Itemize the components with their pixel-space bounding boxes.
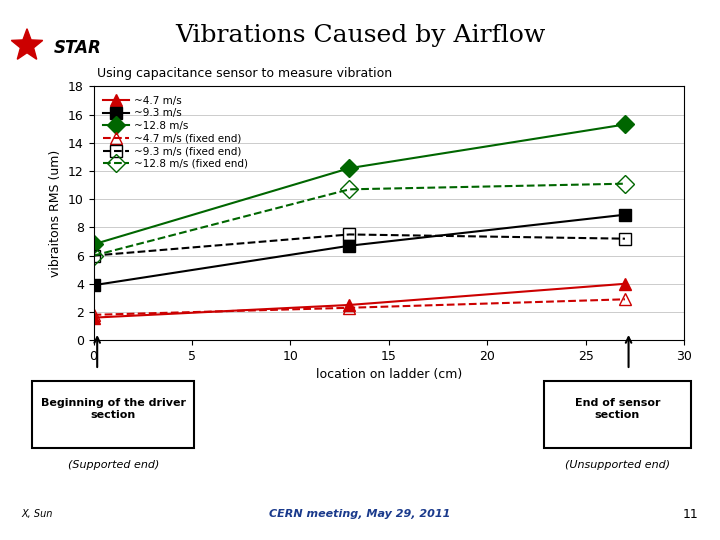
FancyBboxPatch shape [544,381,691,448]
~12.8 m/s (fixed end) [345,186,354,193]
~4.7 m/s (fixed end) [345,305,354,311]
Polygon shape [12,29,42,59]
Text: (Unsupported end): (Unsupported end) [564,460,670,470]
Line: ~9.3 m/s (fixed end): ~9.3 m/s (fixed end) [88,229,631,261]
~12.8 m/s (fixed end) [621,180,629,187]
Legend: ~4.7 m/s, ~9.3 m/s, ~12.8 m/s, ~4.7 m/s (fixed end), ~9.3 m/s (fixed end), ~12.8: ~4.7 m/s, ~9.3 m/s, ~12.8 m/s, ~4.7 m/s … [99,92,253,173]
~4.7 m/s (fixed end) [621,296,629,302]
Line: ~12.8 m/s (fixed end): ~12.8 m/s (fixed end) [87,178,631,262]
~9.3 m/s [89,282,98,288]
Text: (Supported end): (Supported end) [68,460,159,470]
Line: ~9.3 m/s: ~9.3 m/s [88,209,631,291]
~9.3 m/s (fixed end) [621,235,629,242]
Text: 11: 11 [683,508,698,521]
~12.8 m/s (fixed end) [89,252,98,259]
Y-axis label: vibraitons RMS (um): vibraitons RMS (um) [50,150,63,277]
Text: STAR: STAR [54,38,102,57]
~9.3 m/s (fixed end) [345,231,354,238]
~9.3 m/s (fixed end) [89,252,98,259]
~12.8 m/s [89,241,98,247]
~12.8 m/s [345,165,354,171]
Text: X, Sun: X, Sun [22,509,53,519]
Text: CERN meeting, May 29, 2011: CERN meeting, May 29, 2011 [269,509,451,519]
~4.7 m/s [345,302,354,308]
Text: Beginning of the driver
section: Beginning of the driver section [41,398,186,420]
~4.7 m/s (fixed end) [89,312,98,318]
Line: ~4.7 m/s: ~4.7 m/s [88,278,631,323]
Text: Using capacitance sensor to measure vibration: Using capacitance sensor to measure vibr… [97,67,392,80]
Line: ~4.7 m/s (fixed end): ~4.7 m/s (fixed end) [88,294,631,320]
Line: ~12.8 m/s: ~12.8 m/s [87,118,631,251]
FancyBboxPatch shape [32,381,194,448]
X-axis label: location on ladder (cm): location on ladder (cm) [315,368,462,381]
~4.7 m/s [89,314,98,321]
~12.8 m/s [621,122,629,128]
~9.3 m/s [345,242,354,249]
Text: End of sensor
section: End of sensor section [575,398,660,420]
~4.7 m/s [621,281,629,287]
Text: Vibrations Caused by Airflow: Vibrations Caused by Airflow [175,24,545,46]
~9.3 m/s [621,212,629,218]
